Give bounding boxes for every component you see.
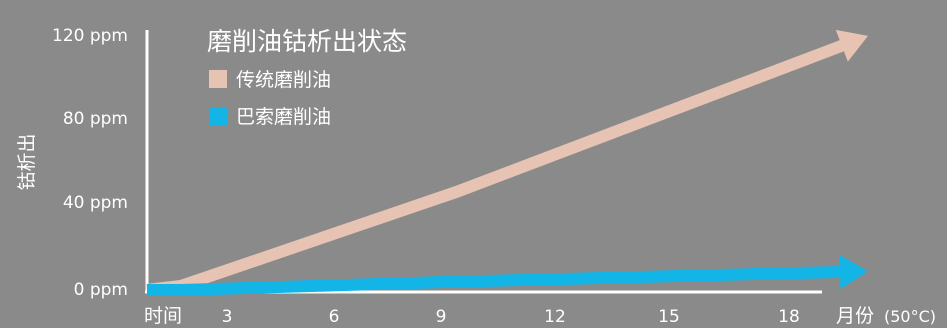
y-tick-labels: 0 ppm 40 ppm 80 ppm 120 ppm: [52, 26, 128, 300]
chart-title: 磨削油钴析出状态: [207, 27, 407, 56]
legend-label-0: 传统磨削油: [236, 69, 331, 91]
series-arrowhead-1: [839, 254, 868, 289]
x-tick-label-0: 3: [222, 307, 233, 327]
x-axis-label-start: 时间: [144, 305, 182, 327]
x-tick-label-3: 12: [544, 307, 566, 327]
legend-label-1: 巴索磨削油: [236, 106, 331, 128]
series-line-1: [147, 265, 843, 296]
y-axis-title: 钴析出: [16, 133, 38, 190]
y-tick-label-3: 120 ppm: [52, 26, 128, 46]
x-tick-label-2: 9: [436, 307, 447, 327]
x-tick-label-1: 6: [329, 307, 340, 327]
legend: 传统磨削油 巴索磨削油: [209, 69, 331, 128]
y-tick-label-1: 40 ppm: [63, 193, 128, 213]
x-axis-label-end: 月份: [836, 305, 874, 327]
x-tick-label-5: 18: [778, 307, 800, 327]
x-tick-label-4: 15: [658, 307, 680, 327]
x-tick-labels: 3 6 9 12 15 18: [222, 307, 800, 327]
series-arrowhead-0: [835, 29, 868, 62]
y-tick-label-0: 0 ppm: [74, 280, 128, 300]
series-layer: [146, 29, 868, 296]
x-axis-unit: (50°C): [884, 307, 936, 326]
y-tick-label-2: 80 ppm: [63, 109, 128, 129]
legend-swatch-1: [209, 107, 227, 125]
legend-swatch-0: [209, 70, 227, 88]
